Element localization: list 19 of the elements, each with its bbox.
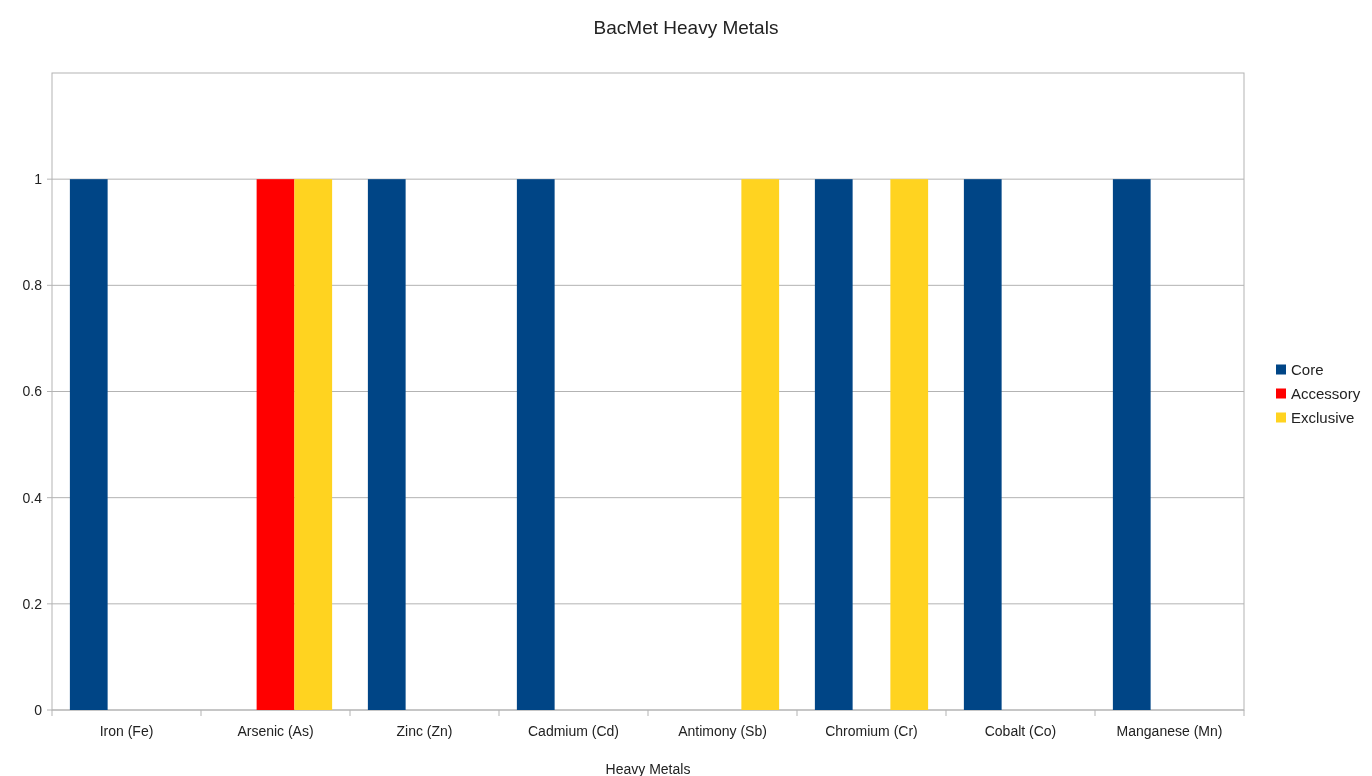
y-tick-label: 0.8 bbox=[22, 277, 43, 294]
x-axis-title: Heavy Metals bbox=[605, 761, 691, 776]
legend-label: Exclusive bbox=[1291, 408, 1355, 426]
x-tick-label: Cobalt (Co) bbox=[984, 723, 1057, 739]
legend-label: Accessory bbox=[1291, 384, 1361, 402]
chart-title: BacMet Heavy Metals bbox=[593, 17, 779, 38]
x-tick-label: Antimony (Sb) bbox=[678, 723, 767, 739]
x-tick-label: Zinc (Zn) bbox=[396, 723, 453, 739]
y-tick-label: 0.6 bbox=[22, 383, 43, 400]
y-tick-label: 0.2 bbox=[22, 595, 43, 612]
y-tick-label: 0.4 bbox=[22, 489, 43, 506]
x-tick-label: Manganese (Mn) bbox=[1116, 723, 1223, 739]
legend-label: Core bbox=[1291, 360, 1324, 378]
x-tick-label: Cadmium (Cd) bbox=[527, 723, 620, 739]
x-tick-label: Arsenic (As) bbox=[237, 723, 314, 739]
x-tick-label: Chromium (Cr) bbox=[825, 723, 918, 739]
x-tick-label: Iron (Fe) bbox=[99, 723, 154, 739]
y-tick-label: 0 bbox=[34, 701, 43, 718]
y-tick-label: 1 bbox=[34, 171, 43, 188]
